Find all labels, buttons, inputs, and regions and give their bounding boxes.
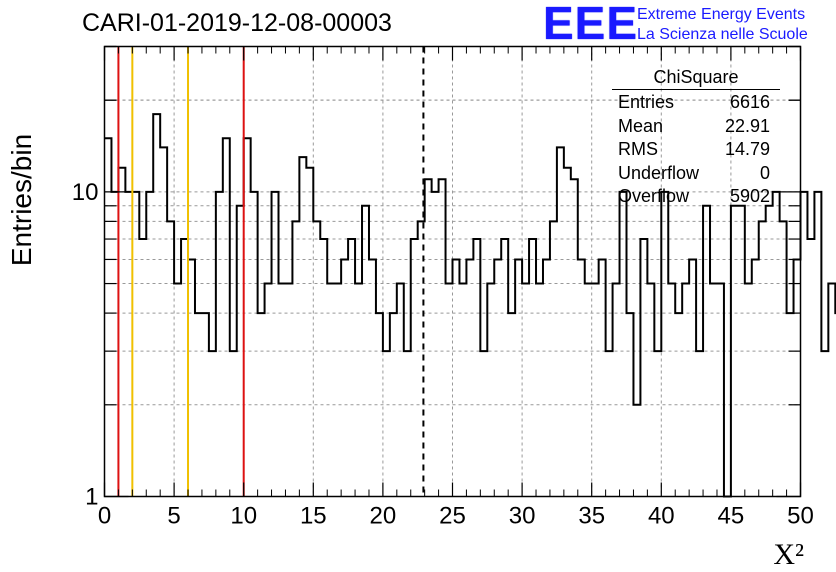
- reference-lines: [117, 46, 425, 497]
- stats-row-rms: RMS 14.79: [612, 138, 780, 162]
- histogram-series: [104, 113, 836, 498]
- x-tick-label: 0: [98, 503, 111, 530]
- stats-value: 0: [759, 162, 770, 183]
- stats-row-mean: Mean 22.91: [612, 115, 780, 139]
- stats-label: Entries: [618, 92, 675, 112]
- x-tick-label: 20: [370, 503, 397, 530]
- chart-title: CARI-01-2019-12-08-00003: [82, 9, 392, 37]
- logo-line-2: La Scienza nelle Scuole: [637, 26, 808, 43]
- stats-title: ChiSquare: [612, 66, 780, 90]
- x-tick-label: 15: [300, 503, 327, 530]
- stats-row-entries: Entries 6616: [612, 91, 780, 115]
- stats-label: Mean: [618, 115, 664, 136]
- stats-value: 14.79: [724, 139, 770, 159]
- axis-ticks: 0 5 10 15 20 25 30 35 40 45 50 1 10: [72, 45, 814, 530]
- stats-row-overflow: Overflow 5902: [612, 185, 780, 209]
- x-tick-label: 35: [578, 503, 605, 530]
- x-tick-label: 45: [718, 503, 745, 530]
- stats-value: 22.91: [724, 115, 770, 136]
- histogram-steps: [104, 113, 836, 498]
- x-tick-label: 10: [230, 503, 257, 530]
- logo-line-1: Extreme Energy Events: [637, 6, 806, 23]
- y-tick-label: 1: [85, 484, 98, 511]
- y-tick-label: 10: [72, 179, 99, 206]
- x-tick-label: 50: [787, 503, 814, 530]
- stats-label: Underflow: [618, 162, 700, 183]
- stats-value: 6616: [729, 92, 770, 112]
- eee-logo: EEE: [543, 0, 639, 49]
- y-axis-label-wrap: Entries/bin: [2, 100, 42, 300]
- stats-value: 5902: [729, 186, 770, 206]
- y-axis-label: Entries/bin: [6, 133, 37, 267]
- x-tick-label: 30: [509, 503, 536, 530]
- stats-label: RMS: [618, 139, 658, 159]
- x-tick-label: 40: [648, 503, 675, 530]
- stats-label: Overflow: [618, 186, 690, 206]
- x-tick-label: 5: [167, 503, 180, 530]
- x-tick-label: 25: [439, 503, 466, 530]
- stats-row-underflow: Underflow 0: [612, 162, 780, 186]
- x-axis-label: X²: [773, 538, 804, 571]
- stats-box: ChiSquare Entries 6616 Mean 22.91 RMS 14.79…: [612, 66, 780, 209]
